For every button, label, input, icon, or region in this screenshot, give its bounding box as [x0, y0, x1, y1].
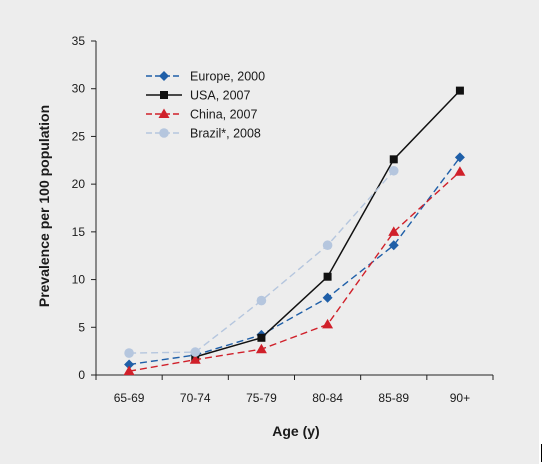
series-line-brazil-2008: [129, 170, 395, 354]
y-axis-ticks: 0 5 10 15 20 25 30 35: [72, 34, 96, 382]
data-point-brazil-2008: [322, 240, 333, 251]
legend-item-europe-2000: Europe, 2000: [146, 70, 265, 84]
legend-label: Brazil*, 2008: [190, 127, 261, 141]
legend-item-brazil-2008: Brazil*, 2008: [146, 127, 261, 141]
data-point-china-2007: [454, 166, 466, 176]
legend-label: Europe, 2000: [190, 70, 265, 84]
legend: Europe, 2000 USA, 2007 China, 2007 Brazil*,…: [146, 70, 265, 141]
y-tick-label: 20: [72, 177, 86, 191]
y-tick-label: 5: [78, 320, 85, 334]
data-point-china-2007: [388, 226, 400, 236]
data-point-usa-2007: [257, 333, 266, 342]
y-tick-label: 0: [78, 368, 85, 382]
edge-marker: [541, 444, 542, 462]
data-point-usa-2007: [389, 155, 398, 164]
legend-item-usa-2007: USA, 2007: [146, 89, 251, 103]
data-point-brazil-2008: [190, 347, 201, 357]
y-tick-label: 30: [72, 82, 86, 96]
x-axis-title: Age (y): [272, 423, 319, 439]
data-point-china-2007: [322, 318, 334, 329]
data-point-brazil-2008: [124, 348, 134, 358]
data-point-china-2007: [189, 354, 201, 364]
y-tick-label: 35: [72, 34, 86, 48]
legend-swatch-marker: [159, 128, 169, 138]
data-point-usa-2007: [323, 272, 332, 281]
data-point-china-2007: [255, 343, 267, 354]
series-line-china-2007: [128, 171, 461, 372]
series-china-2007: [123, 166, 466, 376]
x-tick-label: 70-74: [180, 391, 211, 405]
legend-label: China, 2007: [190, 108, 257, 122]
legend-item-china-2007: China, 2007: [146, 108, 257, 122]
y-axis-title: Prevalence per 100 population: [36, 105, 52, 307]
legend-swatch-marker: [160, 91, 168, 99]
axes: [95, 41, 493, 376]
series-group: [123, 86, 466, 376]
data-point-china-2007: [123, 365, 135, 376]
data-point-europe-2000: [124, 359, 135, 370]
legend-swatch-marker: [158, 108, 170, 118]
series-line-europe-2000: [129, 156, 461, 366]
data-point-europe-2000: [454, 152, 465, 163]
x-tick-label: 65-69: [114, 391, 145, 405]
x-tick-label: 80-84: [312, 391, 343, 405]
y-tick-label: 10: [72, 273, 86, 287]
data-point-usa-2007: [455, 86, 464, 95]
y-tick-label: 15: [72, 225, 86, 239]
data-point-brazil-2008: [388, 165, 399, 176]
legend-label: USA, 2007: [190, 89, 251, 103]
legend-swatch-marker: [159, 71, 169, 81]
data-point-brazil-2008: [256, 295, 267, 306]
x-axis-ticks: 65-69 70-74 75-79 80-84 85-89 90+: [95, 375, 494, 405]
data-point-europe-2000: [322, 292, 333, 303]
x-tick-label: 85-89: [378, 391, 409, 405]
series-brazil-2008: [124, 165, 399, 358]
x-tick-label: 90+: [450, 391, 470, 405]
data-point-europe-2000: [388, 240, 399, 251]
y-tick-label: 25: [72, 129, 86, 143]
x-tick-label: 75-79: [246, 391, 277, 405]
